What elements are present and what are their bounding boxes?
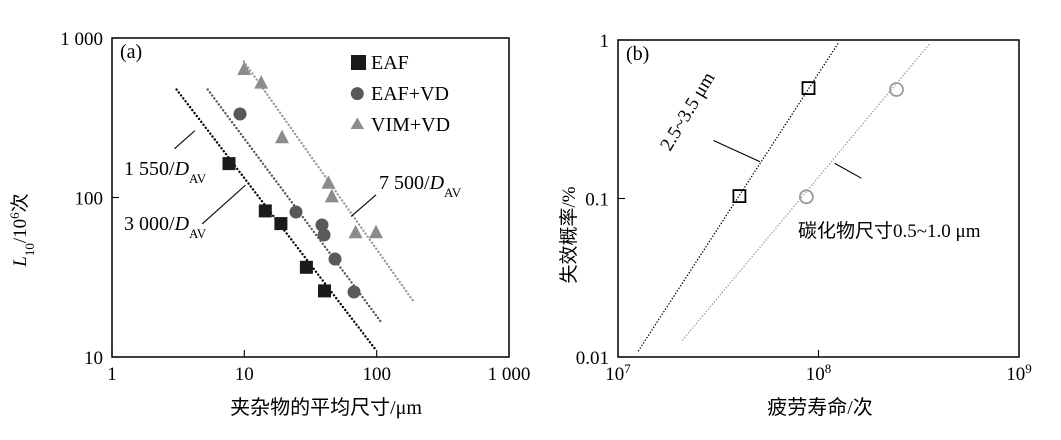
svg-text:1 000: 1 000 <box>488 364 531 385</box>
svg-text:1: 1 <box>107 364 117 385</box>
svg-text:(b): (b) <box>626 43 649 65</box>
svg-text:100: 100 <box>75 189 104 210</box>
svg-text:失效概率/%: 失效概率/% <box>558 186 580 283</box>
svg-text:碳化物尺寸0.5~1.0 μm: 碳化物尺寸0.5~1.0 μm <box>798 220 981 242</box>
svg-text:VIM+VD: VIM+VD <box>371 114 450 136</box>
svg-text:EAF: EAF <box>371 52 409 74</box>
svg-text:0.1: 0.1 <box>585 190 609 211</box>
svg-text:(a): (a) <box>120 41 142 63</box>
svg-text:1 000: 1 000 <box>60 29 103 50</box>
svg-text:10: 10 <box>84 348 103 369</box>
svg-text:10: 10 <box>235 364 254 385</box>
svg-text:夹杂物的平均尺寸/μm: 夹杂物的平均尺寸/μm <box>230 396 422 419</box>
svg-text:疲劳寿命/次: 疲劳寿命/次 <box>767 396 873 419</box>
svg-text:1: 1 <box>600 31 610 52</box>
svg-text:EAF+VD: EAF+VD <box>371 83 449 105</box>
svg-text:100: 100 <box>362 364 391 385</box>
svg-text:0.01: 0.01 <box>576 348 609 369</box>
